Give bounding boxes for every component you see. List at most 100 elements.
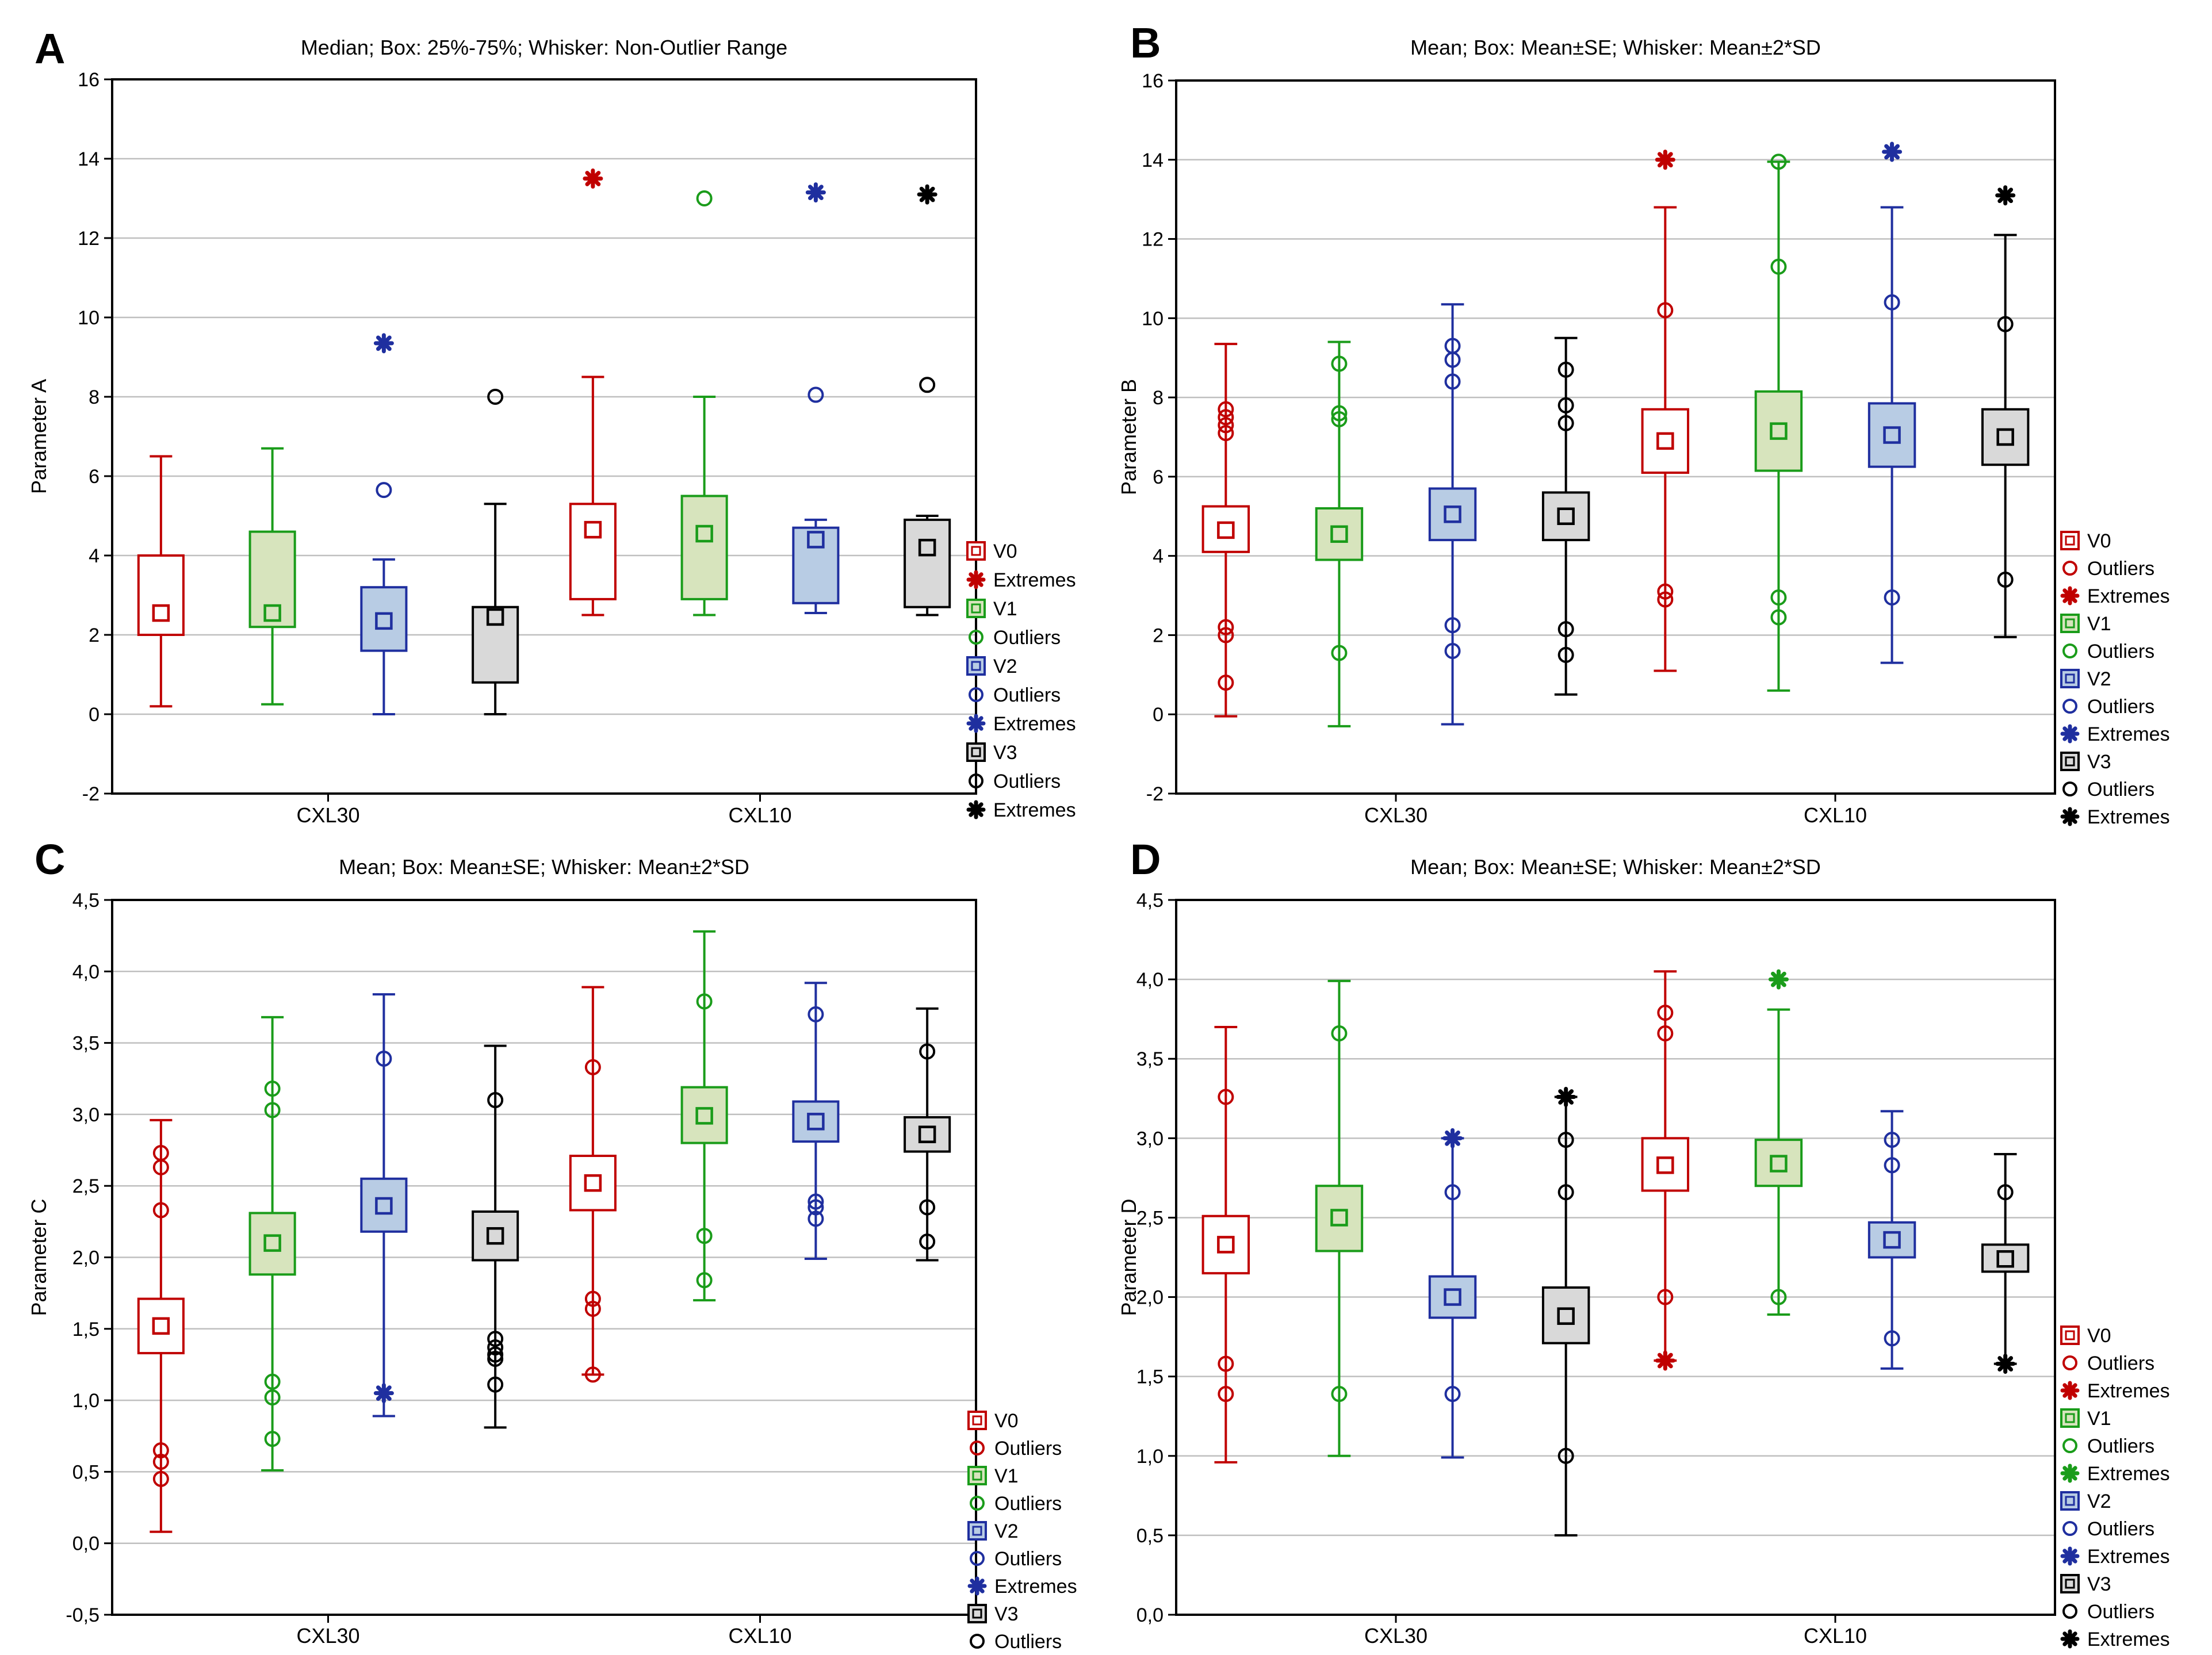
plot-frame [1175, 79, 2056, 795]
y-tick-label: 4,0 [72, 961, 99, 983]
legend-extreme-icon [2060, 1629, 2080, 1649]
outlier-point [584, 1300, 601, 1317]
legend-outlier-icon [970, 1496, 985, 1511]
outlier-point [1218, 1355, 1234, 1372]
box-body [1867, 1221, 1916, 1259]
box-body [137, 554, 185, 636]
legend-outlier-icon [970, 1634, 985, 1649]
outlier-point [487, 389, 504, 405]
legend-extreme-icon [2060, 1464, 2080, 1483]
x-tick-label: CXL30 [1364, 1624, 1428, 1648]
y-tick-label: 4,5 [1136, 890, 1164, 911]
box-v0-cxl30 [1201, 1025, 1250, 1464]
legend-extreme-icon-stroke [969, 716, 983, 731]
legend-extreme-icon [2060, 586, 2080, 606]
legend-label: Outliers [993, 771, 1061, 792]
legend-label: V1 [993, 598, 1017, 620]
center-marker [375, 1197, 393, 1215]
extreme-point-stroke [1445, 1130, 1460, 1146]
legend-center-icon [2065, 1496, 2075, 1506]
y-tick-label: 0,0 [72, 1533, 99, 1555]
legend: V0 Outliers Extremes V1 Outliers Extremes V2 Ou… [2060, 1325, 2170, 1650]
y-tick-label: 0 [89, 704, 99, 726]
center-marker [807, 531, 825, 549]
outlier-point [1884, 1132, 1900, 1148]
outlier-point [1657, 1025, 1674, 1042]
legend-label: Extremes [2087, 723, 2170, 745]
box-v2-cxl30 [1428, 1128, 1477, 1459]
box-body [137, 1297, 185, 1355]
extreme-point [1556, 1087, 1576, 1108]
box-body [1754, 390, 1803, 472]
legend-center-icon [971, 603, 981, 614]
box-v1-cxl10 [680, 930, 728, 1302]
legend-box-icon [2060, 614, 2080, 633]
extreme-point-stroke [376, 1385, 392, 1401]
extreme-point-stroke [1997, 187, 2014, 204]
chart-title: Mean; Box: Mean±SE; Whisker: Mean±2*SD [339, 855, 749, 879]
box-v3-cxl10 [904, 184, 951, 616]
box-v2-cxl30 [1428, 303, 1477, 726]
outlier-point [584, 1290, 601, 1307]
center-marker [1557, 1307, 1575, 1325]
y-tick-label: 8 [1153, 387, 1164, 409]
outlier-point [1218, 1386, 1234, 1403]
y-tick-label: 6 [1153, 466, 1164, 488]
box-v0-cxl10 [1641, 970, 1690, 1371]
outlier-point [1657, 1005, 1674, 1021]
extreme-point-stroke [808, 185, 824, 201]
outlier-point [1218, 409, 1234, 426]
outlier-point [919, 1199, 936, 1216]
legend-label: Extremes [993, 713, 1076, 735]
outlier-point [264, 1373, 281, 1390]
panel-c: C Mean; Box: Mean±SE; Whisker: Mean±2*SD P… [27, 836, 1077, 1653]
legend-extreme-icon-stroke [2062, 588, 2077, 603]
y-tick-label: 2,0 [1136, 1287, 1164, 1309]
box-body [248, 530, 296, 629]
chart-title: Median; Box: 25%-75%; Whisker: Non-Outli… [301, 36, 787, 59]
center-marker [1770, 1155, 1788, 1173]
box-body [1428, 1275, 1477, 1319]
box-body [792, 526, 840, 604]
legend-label: V1 [994, 1465, 1019, 1487]
outlier-point [808, 1006, 824, 1022]
legend-outlier-icon [2062, 1355, 2077, 1370]
center-marker [1996, 1250, 2014, 1268]
y-tick-label: -2 [1146, 783, 1164, 805]
legend-box-icon [967, 1604, 987, 1623]
y-tick-label: 6 [89, 466, 99, 488]
legend-label: Outliers [993, 627, 1061, 649]
legend-label: V3 [993, 742, 1017, 764]
center-marker [1217, 1236, 1235, 1254]
panel-d: D Mean; Box: Mean±SE; Whisker: Mean±2*SD P… [1117, 836, 2170, 1650]
center-marker [584, 520, 602, 539]
legend-label: V3 [2087, 1573, 2111, 1595]
extreme-point [805, 182, 826, 203]
y-tick-label: -0,5 [66, 1604, 99, 1626]
legend-outlier-icon [2062, 643, 2077, 658]
outlier-point [1657, 591, 1674, 608]
outlier-point [1444, 1184, 1461, 1201]
legend-extreme-icon [967, 1576, 987, 1596]
outlier-point [1444, 373, 1461, 390]
outlier-point [1884, 1330, 1900, 1347]
box-v0-cxl30 [1201, 343, 1250, 718]
y-tick-label: 1,0 [1136, 1446, 1164, 1468]
box-body [472, 606, 519, 684]
box-v2-cxl10 [792, 982, 840, 1260]
panel-label: A [35, 25, 65, 72]
box-v1-cxl30 [248, 1016, 296, 1472]
legend-label: Extremes [2087, 1463, 2170, 1485]
outlier-point [1770, 258, 1787, 275]
legend-label: V1 [2087, 1408, 2111, 1430]
legend-label: V2 [994, 1520, 1019, 1542]
y-tick-label: 1,5 [72, 1319, 99, 1340]
box-body [1754, 1139, 1803, 1187]
outlier-point [1997, 1184, 2014, 1201]
extreme-point [583, 168, 603, 189]
legend-outlier-icon [970, 1441, 985, 1455]
extreme-point [1655, 150, 1675, 170]
y-tick-label: 2,0 [72, 1247, 99, 1269]
box-body [360, 1177, 408, 1233]
